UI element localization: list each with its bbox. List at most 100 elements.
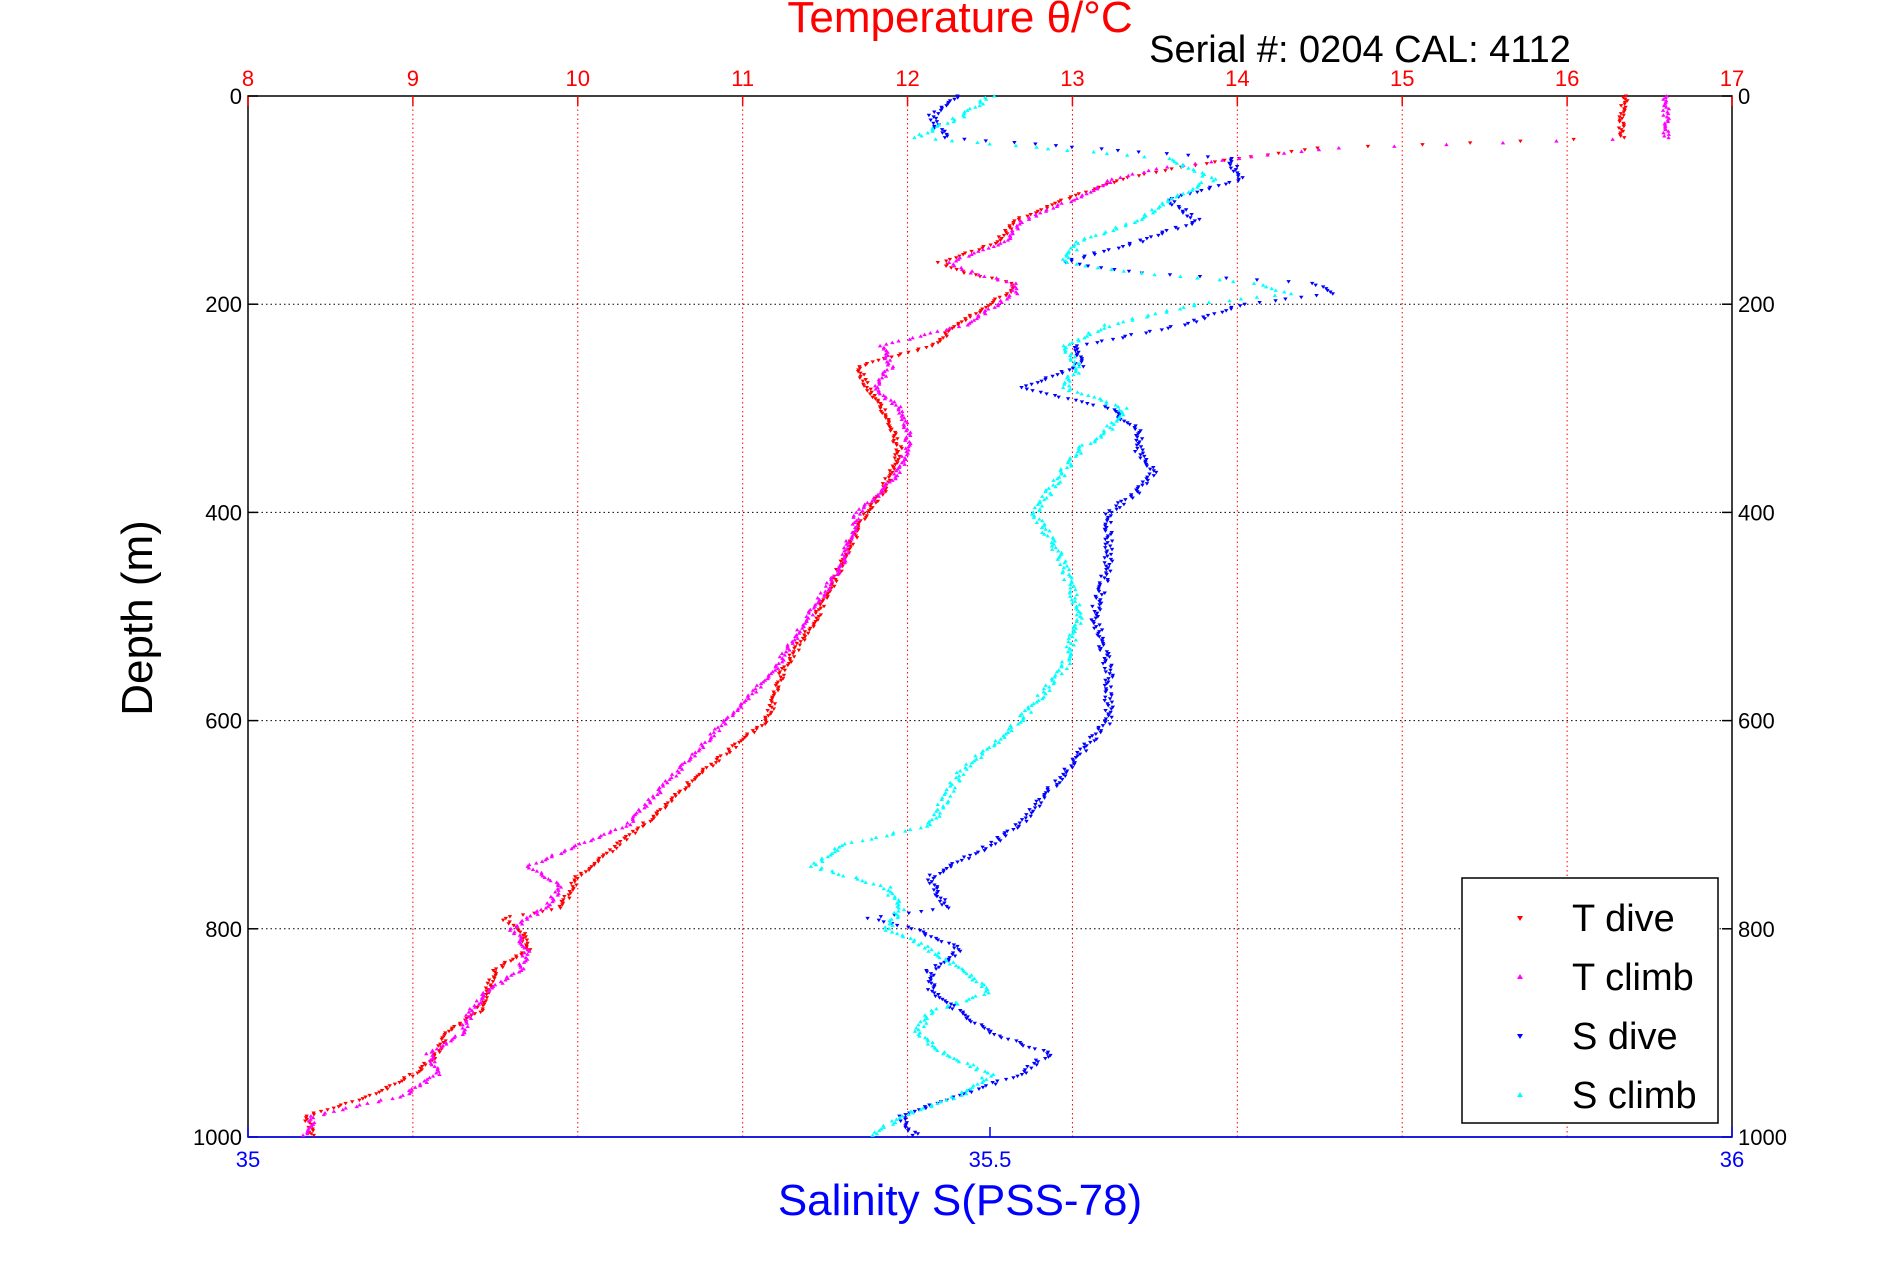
data-point: [357, 1098, 362, 1103]
data-point: [868, 387, 873, 392]
data-point: [1083, 190, 1089, 195]
data-point: [1665, 119, 1671, 124]
data-point: [811, 625, 816, 629]
data-point: [965, 1061, 970, 1065]
data-point: [999, 300, 1004, 304]
data-point: [938, 108, 944, 113]
data-point: [1040, 518, 1045, 523]
data-point: [1064, 564, 1070, 568]
data-point: [1115, 404, 1121, 409]
data-point: [933, 952, 938, 956]
data-point: [975, 1082, 980, 1086]
data-point: [468, 1016, 474, 1020]
data-point: [966, 254, 972, 258]
data-point: [1139, 270, 1144, 275]
data-point: [1037, 517, 1042, 521]
data-point: [1076, 192, 1082, 196]
data-point: [972, 758, 977, 763]
data-point: [520, 933, 526, 938]
data-point: [975, 850, 981, 855]
data-point: [934, 809, 939, 813]
data-point: [871, 881, 876, 886]
data-point: [1092, 395, 1097, 399]
data-point: [944, 1000, 949, 1005]
data-point: [402, 1077, 407, 1082]
data-point: [785, 646, 790, 650]
data-point: [474, 998, 479, 1003]
legend-marker: [1517, 1034, 1523, 1039]
data-point: [1102, 667, 1108, 671]
data-point: [1104, 399, 1109, 404]
data-point: [1666, 132, 1672, 136]
data-point: [868, 504, 873, 508]
data-point: [1092, 739, 1097, 743]
data-point: [965, 108, 970, 112]
data-point: [1109, 715, 1114, 720]
data-point: [959, 320, 964, 324]
data-point: [1140, 448, 1145, 452]
data-point: [1164, 229, 1169, 233]
data-point: [1074, 262, 1079, 266]
data-point: [390, 1096, 395, 1101]
data-point: [385, 1087, 390, 1091]
data-point: [890, 832, 896, 836]
data-point: [1087, 735, 1093, 740]
data-point: [1043, 691, 1048, 696]
data-point: [1065, 460, 1071, 465]
data-point: [488, 984, 494, 989]
data-point: [1186, 153, 1191, 158]
data-point: [803, 635, 808, 639]
data-point: [545, 904, 551, 908]
data-point: [1066, 388, 1072, 393]
data-point: [836, 872, 841, 876]
data-point: [763, 722, 768, 726]
data-point: [929, 1104, 934, 1109]
data-point: [1041, 523, 1047, 528]
data-point: [925, 1037, 930, 1041]
data-point: [1621, 110, 1627, 115]
data-point: [1174, 194, 1179, 199]
data-point: [483, 986, 489, 991]
data-point: [674, 774, 679, 778]
data-point: [724, 752, 730, 757]
data-point: [752, 730, 757, 735]
data-point: [1104, 567, 1109, 572]
data-point: [956, 324, 962, 329]
data-point: [1059, 471, 1064, 476]
data-point: [883, 490, 888, 494]
data-point: [955, 944, 960, 949]
data-point: [1058, 562, 1063, 566]
data-point: [1072, 762, 1077, 767]
data-point: [977, 103, 982, 108]
data-point: [1071, 624, 1076, 629]
data-point: [1074, 612, 1079, 617]
data-point: [919, 134, 924, 138]
data-point: [1140, 483, 1145, 488]
data-point: [959, 858, 964, 863]
data-point: [963, 318, 968, 323]
data-point: [604, 851, 609, 856]
data-point: [765, 676, 770, 681]
data-point: [596, 860, 601, 864]
tick-label-salinity: 35: [236, 1147, 260, 1172]
data-point: [1076, 444, 1082, 449]
data-point: [1137, 491, 1142, 496]
data-point: [936, 950, 941, 955]
data-point: [917, 132, 922, 136]
data-point: [889, 401, 895, 405]
data-point: [1114, 179, 1120, 183]
data-point: [955, 860, 960, 864]
data-point: [969, 760, 975, 765]
data-point: [854, 518, 859, 523]
data-point: [1115, 501, 1121, 505]
data-point: [1081, 238, 1087, 242]
data-point: [464, 1021, 470, 1025]
data-point: [1014, 286, 1019, 291]
data-point: [944, 259, 949, 263]
data-point: [1097, 603, 1102, 607]
data-point: [911, 939, 916, 944]
data-point: [1111, 228, 1116, 233]
data-point: [1160, 232, 1165, 236]
data-point: [940, 131, 945, 135]
data-point: [1062, 560, 1067, 565]
